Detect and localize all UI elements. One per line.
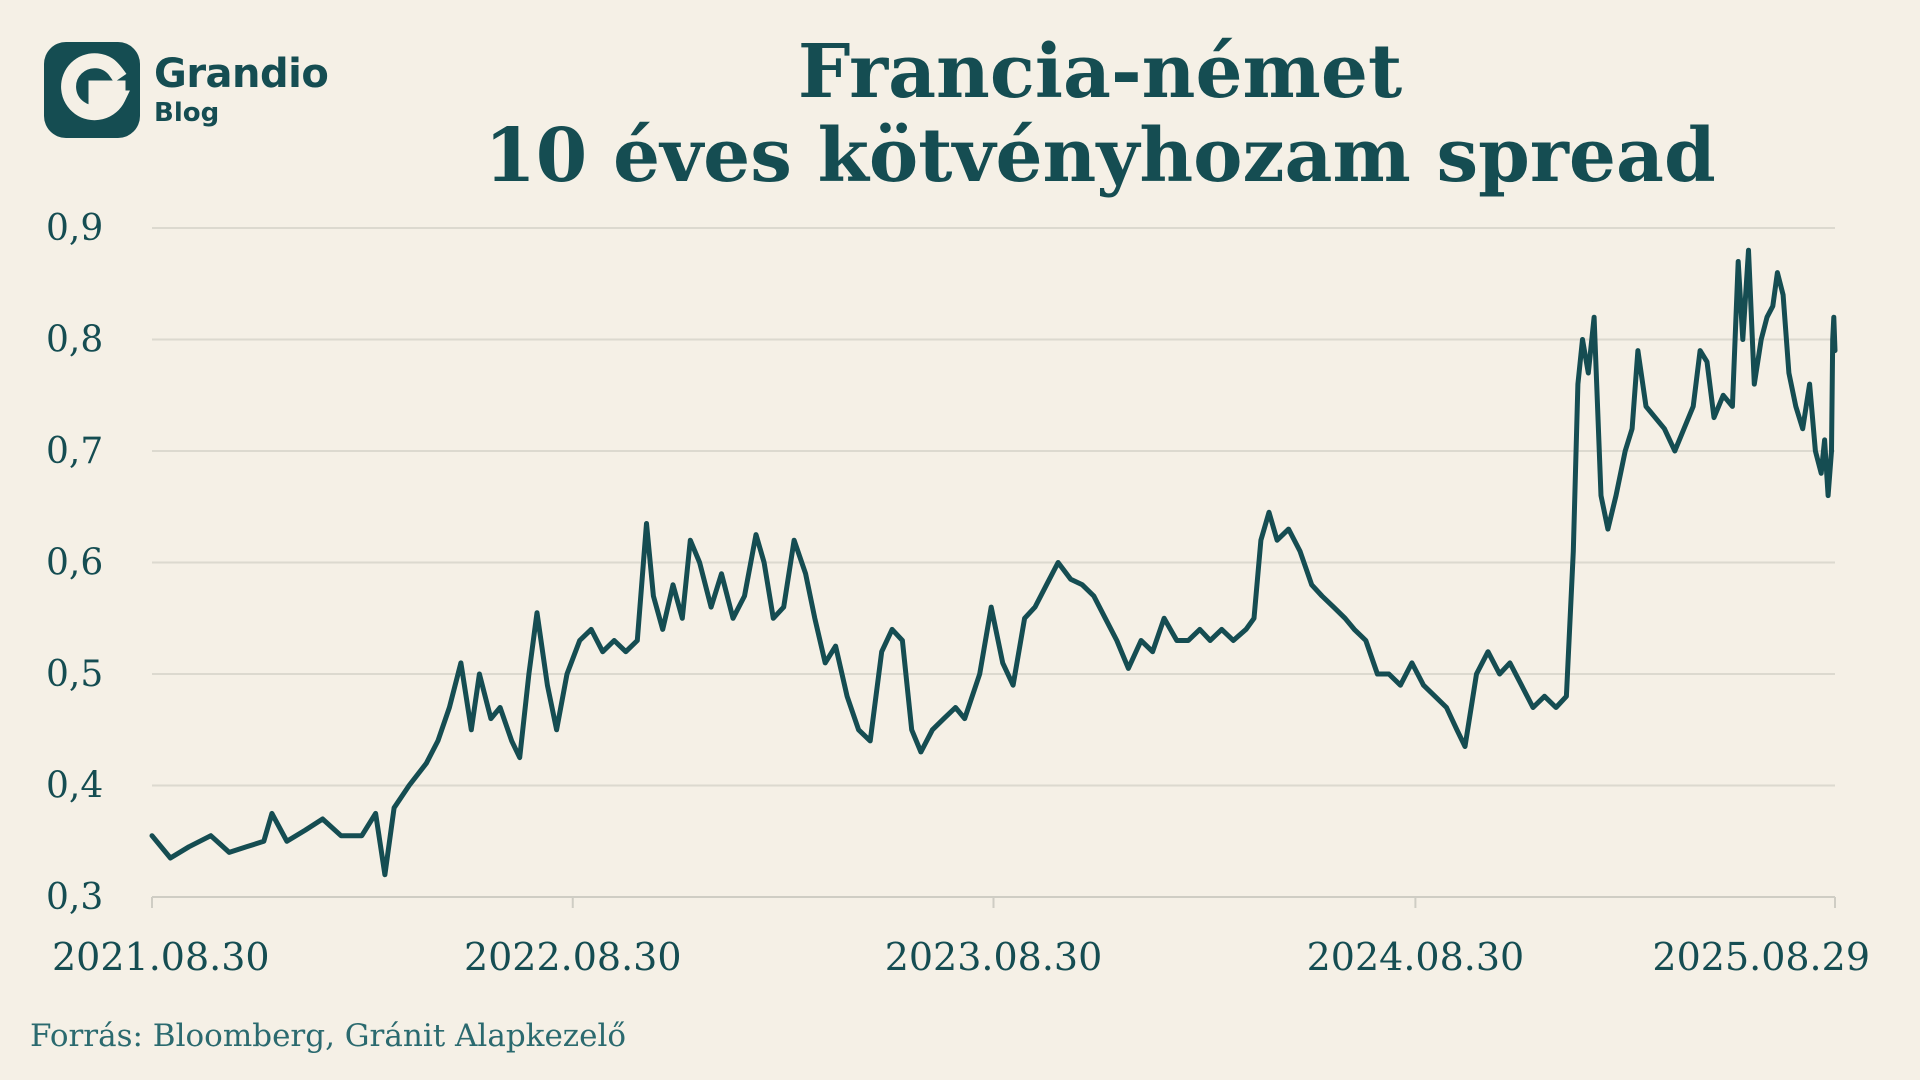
grid-lines [152,227,1835,787]
y-tick-label: 0,4 [46,766,103,807]
source-note: Forrás: Bloomberg, Gránit Alapkezelő [30,1018,627,1054]
y-tick-label: 0,7 [46,431,103,472]
grandio-g-icon [44,42,140,138]
y-tick-label: 0,9 [46,208,103,249]
y-tick-label: 0,3 [46,877,103,918]
y-axis-ticks: 0,3 0,4 0,5 0,6 0,7 0,8 0,9 [46,208,103,918]
x-tick-label: 2025.08.29 [1652,935,1870,979]
x-tick-label: 2024.08.30 [1307,935,1525,979]
x-tick-label: 2023.08.30 [885,935,1103,979]
series-line [149,247,1838,878]
y-tick-label: 0,6 [46,543,103,584]
chart-title-line-1: Francia-német [797,29,1403,115]
brand-sub: Blog [154,98,220,128]
y-tick-label: 0,8 [46,320,103,361]
x-axis: 2021.08.30 2022.08.30 2023.08.30 2024.08.30… [52,896,1870,979]
brand-logo: Grandio Blog [44,42,329,138]
x-tick-label: 2022.08.30 [464,935,682,979]
brand-name: Grandio [154,51,329,97]
chart-title: Francia-német 10 éves kötvényhozam sprea… [430,30,1770,198]
chart-title-line-2: 10 éves kötvényhozam spread [484,113,1716,199]
y-tick-label: 0,5 [46,654,103,695]
x-tick-label: 2021.08.30 [52,935,270,979]
series-group [149,247,1838,878]
